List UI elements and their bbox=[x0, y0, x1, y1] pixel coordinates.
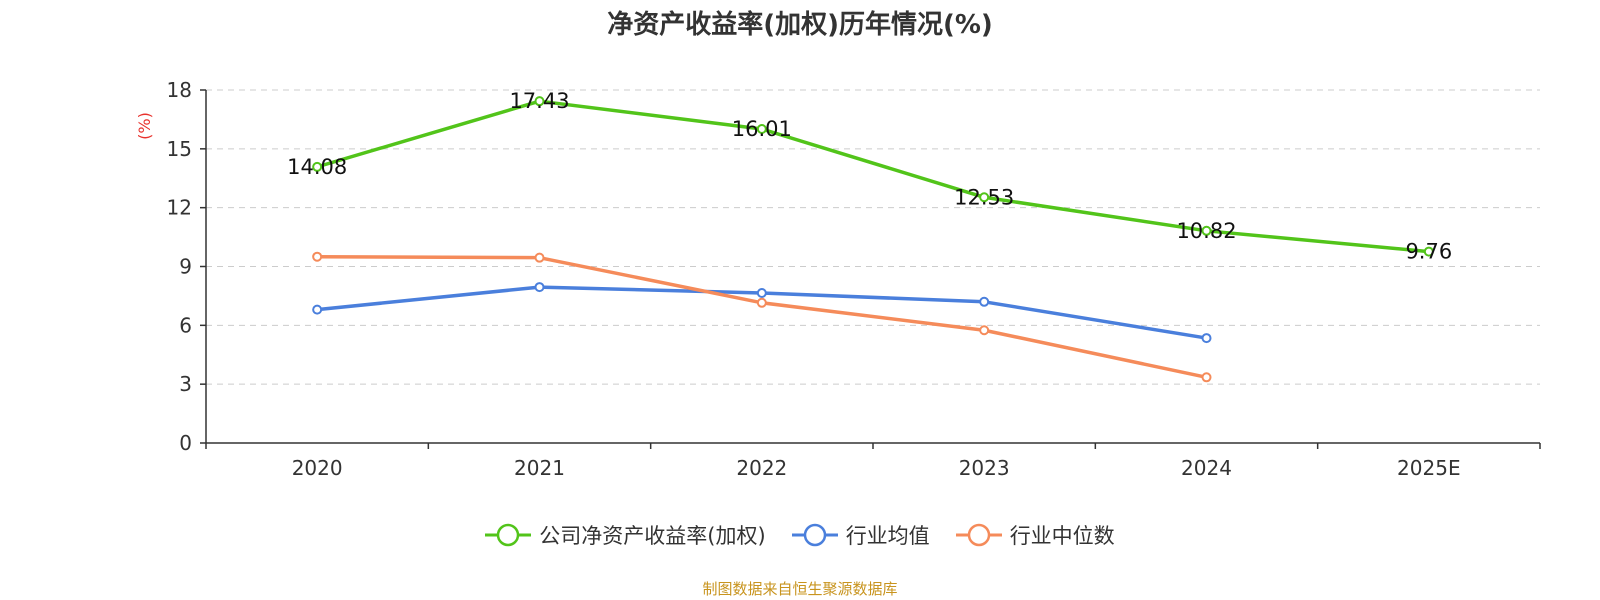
data-point bbox=[979, 296, 990, 307]
data-label: 10.82 bbox=[1176, 219, 1236, 243]
y-tick-label: 18 bbox=[167, 78, 192, 102]
data-point bbox=[1423, 246, 1434, 257]
data-label: 16.01 bbox=[732, 117, 792, 141]
legend-item[interactable]: 行业中位数 bbox=[955, 520, 1115, 550]
data-point bbox=[312, 251, 323, 262]
legend-marker-icon bbox=[955, 523, 1002, 547]
legend-marker-icon bbox=[485, 523, 532, 547]
data-point bbox=[534, 252, 545, 263]
data-point bbox=[756, 287, 767, 298]
y-axis-label: (%) bbox=[135, 112, 154, 140]
data-point bbox=[756, 124, 767, 135]
x-tick-label: 2020 bbox=[292, 456, 343, 480]
legend-item[interactable]: 公司净资产收益率(加权) bbox=[485, 520, 766, 550]
x-tick-label: 2025E bbox=[1397, 456, 1461, 480]
y-tick-label: 12 bbox=[167, 196, 192, 220]
x-tick-label: 2022 bbox=[736, 456, 787, 480]
data-point bbox=[534, 96, 545, 107]
data-point bbox=[312, 304, 323, 315]
legend-label: 行业均值 bbox=[845, 524, 930, 548]
x-tick-label: 2021 bbox=[514, 456, 565, 480]
legend-item[interactable]: 行业均值 bbox=[791, 520, 930, 550]
y-tick-label: 6 bbox=[179, 313, 192, 337]
x-tick-label: 2023 bbox=[959, 456, 1010, 480]
data-point bbox=[979, 192, 990, 203]
label-layer: 14.08 17.43 16.01 12.53 10.82 9.76 bbox=[287, 89, 1452, 263]
y-tick-label: 3 bbox=[179, 372, 192, 396]
data-point bbox=[1201, 333, 1212, 344]
x-tick-label: 2024 bbox=[1181, 456, 1232, 480]
data-label: 9.76 bbox=[1405, 240, 1452, 264]
series-line-0 bbox=[316, 99, 1429, 254]
axis-layer: 0 3 6 9 12 15 18 2020 2021 2022 2023 2024 2025E (%) bbox=[135, 78, 1541, 480]
legend: 公司净资产收益率(加权) 行业均值 行业中位数 bbox=[0, 520, 1600, 550]
source-note: 制图数据来自恒生聚源数据库 bbox=[702, 580, 898, 598]
y-tick-label: 15 bbox=[167, 137, 192, 161]
series-layer bbox=[312, 96, 1434, 383]
data-point bbox=[312, 161, 323, 172]
data-label: 17.43 bbox=[509, 89, 569, 113]
data-label: 12.53 bbox=[954, 185, 1014, 209]
legend-label: 行业中位数 bbox=[1009, 524, 1115, 548]
data-point bbox=[979, 325, 990, 336]
data-point bbox=[534, 282, 545, 293]
y-tick-label: 9 bbox=[179, 255, 192, 279]
data-point bbox=[756, 297, 767, 308]
data-point bbox=[1201, 372, 1212, 383]
data-point bbox=[1201, 225, 1212, 236]
legend-label: 公司净资产收益率(加权) bbox=[539, 524, 766, 548]
data-label: 14.08 bbox=[287, 155, 347, 179]
y-tick-label: 0 bbox=[179, 431, 192, 455]
chart-title: 净资产收益率(加权)历年情况(%) bbox=[607, 10, 993, 40]
grid-layer bbox=[206, 89, 1540, 385]
legend-marker-icon bbox=[791, 523, 838, 547]
